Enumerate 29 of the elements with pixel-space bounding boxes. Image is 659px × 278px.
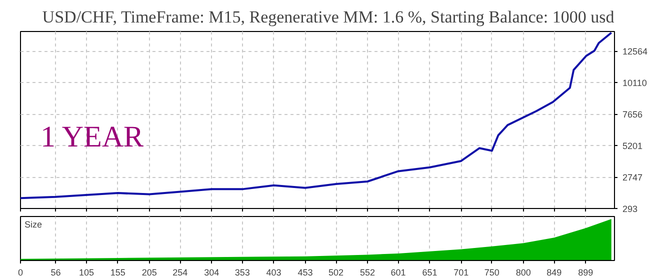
x-tick-label: 56 [50, 268, 61, 278]
x-tick-label: 849 [546, 268, 562, 278]
y-tick-label: 7656 [622, 110, 643, 120]
x-tick-label: 701 [454, 268, 469, 278]
x-tick-label: 105 [78, 268, 94, 278]
x-tick-label: 205 [142, 268, 157, 278]
x-tick-label: 800 [516, 268, 531, 278]
y-tick-label: 10110 [622, 78, 647, 88]
x-tick-label: 502 [328, 268, 344, 278]
y-tick-label: 12564 [622, 46, 648, 57]
x-tick-label: 254 [172, 268, 188, 278]
x-tick-label: 750 [484, 268, 500, 278]
x-tick-label: 552 [360, 268, 375, 278]
chart-title: Size [24, 220, 42, 230]
x-tick-label: 651 [422, 268, 438, 278]
y-tick-label: 293 [622, 204, 638, 214]
x-tick-label: 403 [266, 268, 282, 278]
x-tick-label: 155 [110, 268, 126, 278]
x-tick-label: 304 [204, 268, 220, 278]
y-tick-label: 2747 [622, 172, 643, 183]
x-tick-label: 453 [298, 268, 313, 278]
x-tick-label: 899 [578, 268, 594, 278]
chart-title: USD/CHF, TimeFrame: M15, Regenerative MM: 1.6 %, Starting Balance: 1000 usd [42, 8, 615, 26]
y-tick-label: 5201 [622, 141, 643, 152]
line-series [20, 32, 612, 200]
x-tick-label: 0 [18, 268, 24, 278]
x-tick-label: 601 [390, 268, 406, 278]
annotation: 1 YEAR [40, 120, 144, 154]
x-tick-label: 353 [234, 268, 250, 278]
